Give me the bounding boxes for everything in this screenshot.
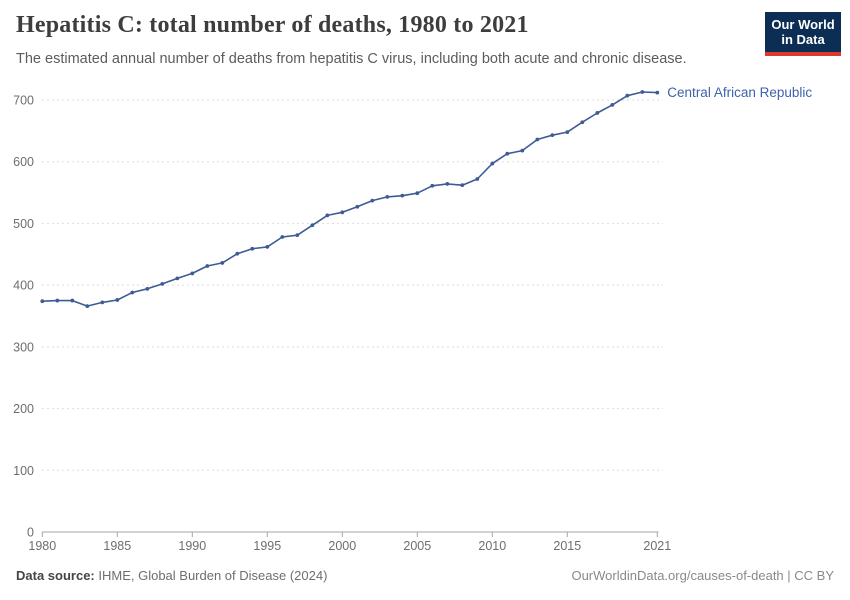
data-point[interactable] [55,298,60,303]
data-point[interactable] [340,210,345,215]
x-axis-tick-label: 2015 [553,539,581,553]
data-point[interactable] [70,298,75,303]
y-axis-tick-label: 700 [13,94,34,108]
data-point[interactable] [265,244,270,249]
data-point[interactable] [610,103,615,107]
data-point[interactable] [115,298,120,302]
y-axis-tick-label: 100 [13,464,34,478]
data-point[interactable] [235,251,240,256]
data-source-text: IHME, Global Burden of Disease (2024) [94,568,328,583]
data-point[interactable] [85,304,90,309]
y-axis-tick-label: 500 [13,217,34,231]
data-point[interactable] [415,191,420,196]
data-point[interactable] [430,183,435,188]
data-point[interactable] [460,183,465,188]
data-point[interactable] [205,264,210,268]
data-point[interactable] [490,161,495,166]
data-point[interactable] [595,111,600,115]
data-point[interactable] [385,194,390,199]
data-source-label: Data source: [16,568,95,583]
data-point[interactable] [655,90,660,95]
data-point[interactable] [535,137,540,142]
x-axis-tick-label: 2005 [403,539,431,553]
data-point[interactable] [145,286,150,291]
entity-label[interactable]: Central African Republic [667,85,812,100]
data-point[interactable] [370,198,375,203]
data-point[interactable] [355,204,360,209]
footer-citation-link[interactable]: OurWorldinData.org/causes-of-death | CC … [571,568,834,583]
chart-subtitle: The estimated annual number of deaths fr… [16,51,687,67]
data-point[interactable] [295,233,300,238]
data-point[interactable] [625,93,630,98]
data-point[interactable] [580,120,585,125]
data-line[interactable] [41,91,659,307]
data-point[interactable] [310,223,315,228]
data-point[interactable] [505,151,510,156]
data-point[interactable] [445,182,450,186]
y-axis-tick-label: 600 [13,155,34,169]
data-point[interactable] [160,282,165,286]
data-point[interactable] [565,130,570,134]
owid-logo[interactable]: Our World in Data [765,12,841,56]
data-point[interactable] [640,90,645,94]
data-point[interactable] [520,148,525,153]
y-axis-tick-label: 0 [27,526,34,540]
y-axis-tick-label: 400 [13,279,34,293]
chart-footer: Data source: IHME, Global Burden of Dise… [16,568,834,588]
y-axis-tick-label: 200 [13,402,34,416]
x-axis-tick-label: 1995 [253,539,281,553]
data-point[interactable] [550,133,555,138]
data-point[interactable] [190,271,195,276]
data-point[interactable] [475,177,480,181]
owid-logo-red-bar [765,52,841,56]
data-source: Data source: IHME, Global Burden of Dise… [16,568,327,583]
x-axis-tick-label: 1990 [178,539,206,553]
x-axis-tick-label: 2000 [328,539,356,553]
data-point[interactable] [130,290,135,295]
data-point[interactable] [40,299,45,304]
owid-logo-line2: in Data [781,32,825,47]
data-point[interactable] [325,213,330,218]
x-axis-tick-label: 2021 [643,539,671,553]
data-point[interactable] [280,235,285,239]
x-axis-tick-label: 1985 [103,539,131,553]
chart-svg: 0 100 200 300 400 500 600 700 1980 1985 1990 1995 20… [13,85,812,553]
y-axis-tick-label: 300 [13,340,34,354]
data-point[interactable] [100,300,105,305]
x-axis-tick-label: 1980 [28,539,56,553]
x-axis-tick-label: 2010 [478,539,506,553]
owid-logo-line1: Our World [771,17,835,32]
data-point[interactable] [400,193,405,198]
data-point[interactable] [220,261,225,265]
data-point[interactable] [250,246,255,251]
data-point[interactable] [175,276,180,281]
chart-title: Hepatitis C: total number of deaths, 198… [16,12,529,38]
